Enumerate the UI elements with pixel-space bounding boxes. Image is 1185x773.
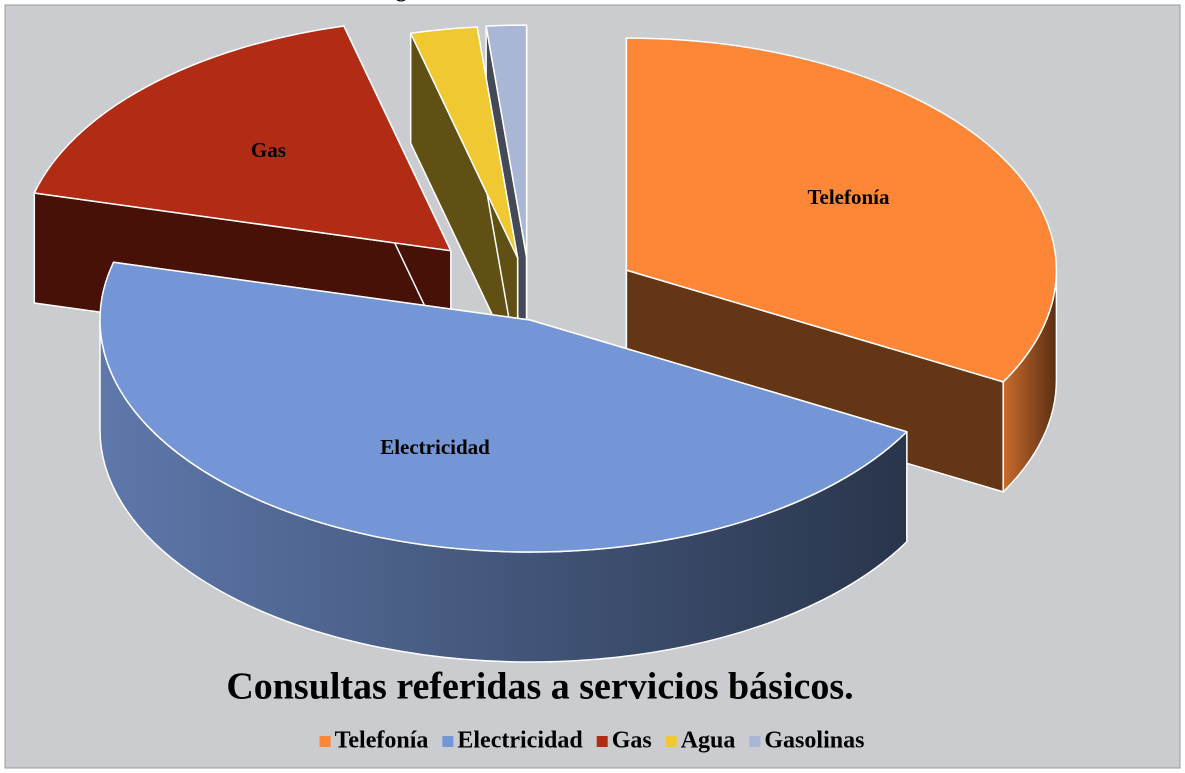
data-label: Agua [381,0,429,2]
legend-swatch [596,736,608,747]
slice-top [33,25,452,252]
legend-swatch [319,736,331,747]
data-label: Electricidad [380,435,490,459]
legend-swatch [665,736,677,747]
slice [99,261,908,663]
legend-swatch [442,736,454,747]
data-label: Gas [251,138,286,162]
slice-top [485,24,528,258]
legend-label: Gas [612,728,652,754]
legend: Telefonía Electricidad Gas Agua Gasolinas [319,728,864,754]
slice-top [625,37,1058,383]
legend-swatch [749,736,761,747]
legend-label: Agua [681,728,736,754]
data-label: Telefonía [807,185,890,209]
slice [625,37,1058,493]
legend-label: Electricidad [457,728,583,754]
slice-top [99,261,908,553]
legend-label: Telefonía [335,728,429,754]
chart-title: Consultas referidas a servicios básicos. [226,666,853,708]
slice-top [409,26,519,259]
legend-label: Gasolinas [764,728,864,754]
